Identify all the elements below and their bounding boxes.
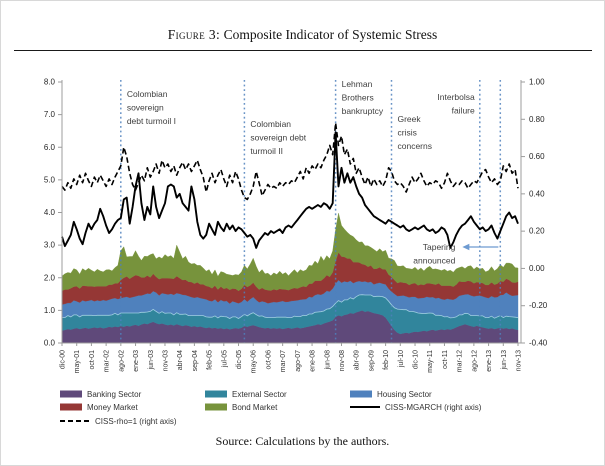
- legend-housing-sector-swatch: [350, 390, 372, 398]
- left-axis-label: 1.0: [44, 306, 56, 315]
- left-axis-label: 8.0: [44, 78, 56, 87]
- line-ciss-rho-1-right-axis-: [61, 122, 519, 201]
- x-axis-label: may-01: [74, 350, 81, 373]
- right-axis-label: 0.60: [529, 152, 545, 161]
- legend-money-market-label: Money Market: [87, 403, 138, 412]
- event-label: announced: [413, 256, 455, 266]
- x-axis-labels: dic-00 may-01 oct-01 mar-02 ago-02 ene-03 jun-…: [60, 343, 523, 373]
- legend-banking-sector-label: Banking Sector: [87, 390, 142, 399]
- figure-number: Figure 3:: [167, 27, 221, 42]
- x-axis-label: feb-05: [207, 350, 214, 370]
- x-axis-label: mar-12: [457, 350, 464, 372]
- x-axis-label: sep-09: [368, 350, 375, 372]
- x-axis-label: abr-04: [177, 350, 184, 370]
- left-axis-label: 7.0: [44, 110, 56, 119]
- x-axis-label: dic-05: [236, 350, 243, 369]
- event-label: Greek: [397, 114, 421, 124]
- legend-bond-market-label: Bond Market: [232, 403, 278, 412]
- left-axis-label: 5.0: [44, 175, 56, 184]
- x-axis-label: mar-02: [104, 350, 111, 372]
- x-axis-label: jun-08: [324, 350, 331, 371]
- x-axis-label: dic-10: [413, 350, 420, 369]
- area-bond-market: [61, 213, 519, 292]
- x-axis-label: may-11: [427, 350, 434, 373]
- x-axis-label: ene-13: [486, 350, 493, 372]
- right-axis-label: -0.20: [529, 301, 548, 310]
- x-axis-label: feb-10: [383, 350, 390, 370]
- right-axis-label: 0.40: [529, 189, 545, 198]
- right-axis-label: 1.00: [529, 78, 545, 87]
- event-label: sovereign debt: [250, 133, 306, 143]
- event-label: turmoil II: [250, 146, 283, 156]
- x-axis-label: nov-03: [162, 350, 169, 372]
- source-caption: Source: Calculations by the authors.: [215, 434, 390, 448]
- x-axis-label: jun-03: [148, 350, 155, 371]
- left-axis-label: 0.0: [44, 339, 56, 348]
- left-axis-label: 3.0: [44, 241, 56, 250]
- legend-external-sector-swatch: [205, 390, 227, 398]
- figure-title: Figure 3: Composite Indicator of Systemi…: [0, 27, 605, 43]
- right-axis-label: 0.80: [529, 115, 545, 124]
- x-axis-label: nov-08: [339, 350, 346, 372]
- event-annotations: Colombian sovereign debt turmoil I Colombia…: [127, 79, 499, 266]
- right-axis-label: 0.00: [529, 264, 545, 273]
- x-axis-label: nov-13: [516, 350, 523, 372]
- x-axis-label: oct-01: [89, 350, 96, 370]
- legend-bond-market-swatch: [205, 403, 227, 411]
- x-axis-label: ene-03: [133, 350, 140, 372]
- x-axis-label: ago-12: [471, 350, 478, 372]
- event-label: bankruptcy: [342, 106, 384, 116]
- x-axis-label: may-06: [251, 350, 258, 373]
- tapering-arrow-head: [462, 243, 470, 251]
- x-axis-label: jun-13: [501, 350, 508, 371]
- legend-housing-sector-label: Housing Sector: [377, 390, 432, 399]
- event-label: failure: [452, 106, 475, 116]
- x-axis-label: ago-02: [118, 350, 125, 372]
- x-axis-label: abr-09: [354, 350, 361, 370]
- event-label: Interbolsa: [437, 92, 475, 102]
- x-axis-label: mar-07: [280, 350, 287, 372]
- left-axis-label: 6.0: [44, 143, 56, 152]
- event-label: Colombian: [127, 89, 168, 99]
- legend-banking-sector-swatch: [60, 390, 82, 398]
- title-divider: [14, 50, 592, 51]
- event-label: crisis: [397, 128, 416, 138]
- right-axis-label: -0.40: [529, 339, 548, 348]
- x-axis-label: ago-07: [295, 350, 302, 372]
- legend-external-sector-label: External Sector: [232, 390, 287, 399]
- external-sector-boundary-highlight: [62, 294, 519, 319]
- event-label: sovereign: [127, 103, 164, 113]
- event-label: Colombian: [250, 119, 291, 129]
- event-label: Brothers: [342, 93, 374, 103]
- left-axis-label: 2.0: [44, 273, 56, 282]
- event-label: debt turmoil I: [127, 116, 176, 126]
- line-ciss-mgarch-right-axis-: [61, 131, 519, 249]
- event-label: Tapering: [423, 242, 456, 252]
- legend-ciss-mgarch-right-axis--label: CISS-MGARCH (right axis): [385, 403, 482, 412]
- stacked-areas: [61, 213, 519, 344]
- x-axis-label: jul-05: [221, 350, 228, 368]
- x-axis-label: jul-10: [398, 350, 405, 368]
- line-series: [61, 122, 519, 249]
- left-axis-label: 4.0: [44, 208, 56, 217]
- x-axis-label: oct-11: [442, 350, 449, 369]
- x-axis-label: ene-08: [310, 350, 317, 372]
- event-label: Lehman: [342, 79, 373, 89]
- x-axis-label: dic-00: [60, 350, 67, 369]
- figure-title-text: Composite Indicator of Systemic Stress: [220, 27, 438, 42]
- event-label: concerns: [397, 141, 432, 151]
- ciss-stress-chart: 0.0 1.0 2.0 3.0 4.0 5.0 6.0 7.0 8.0 -0.40 -0.20 0.0…: [44, 78, 548, 427]
- right-axis-label: 0.20: [529, 227, 545, 236]
- x-axis-label: oct-06: [265, 350, 272, 370]
- legend: Banking Sector External Sector Housing Sec…: [60, 390, 482, 426]
- legend-money-market-swatch: [60, 403, 82, 411]
- x-axis-label: sep-04: [192, 350, 199, 372]
- legend-ciss-rho-1-right-axis--label: CISS-rho=1 (right axis): [95, 417, 177, 426]
